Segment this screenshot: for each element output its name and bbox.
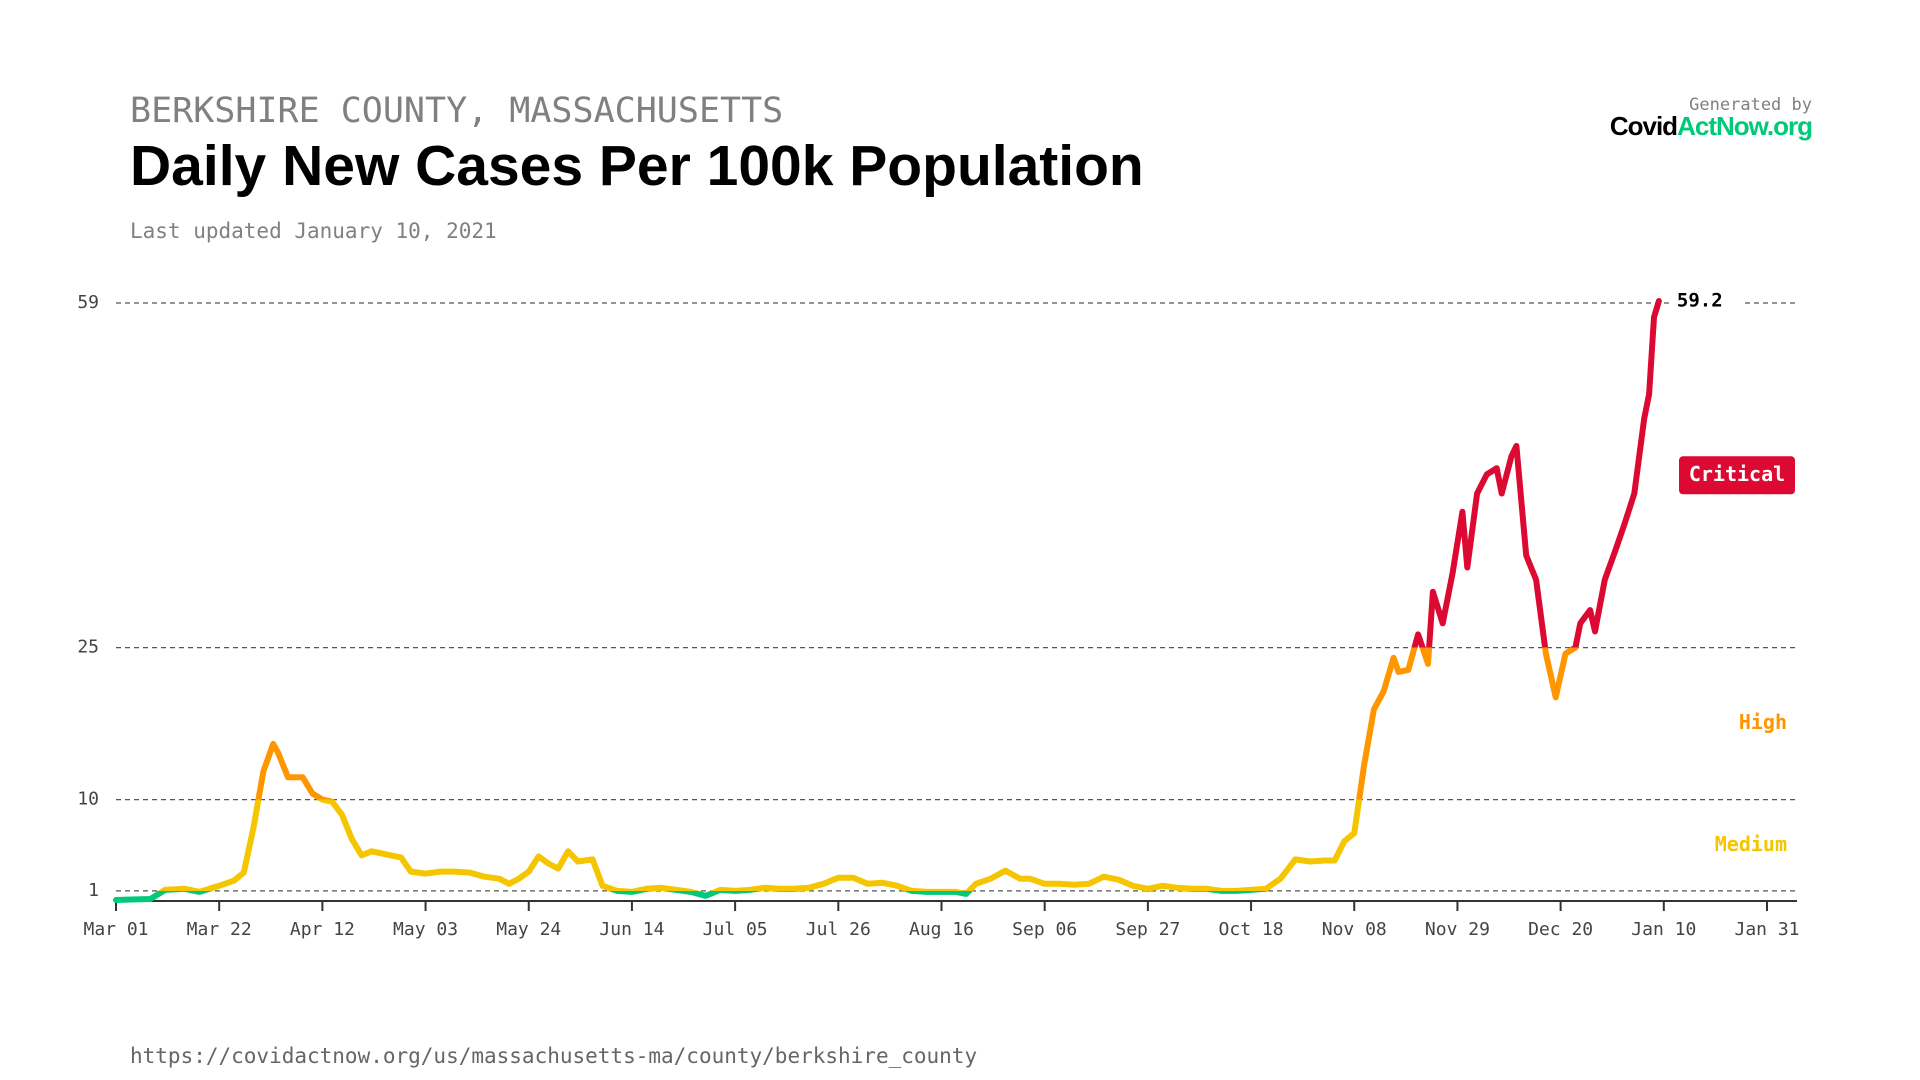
x-tick-label: Jan 10 <box>1631 919 1696 940</box>
x-tick-label: Sep 27 <box>1115 919 1180 940</box>
x-tick-label: Oct 18 <box>1219 919 1284 940</box>
level-label: High <box>1739 710 1787 734</box>
x-tick-label: Jul 05 <box>703 919 768 940</box>
data-line <box>113 298 1662 903</box>
x-tick-label: Sep 06 <box>1012 919 1077 940</box>
x-tick-label: Dec 20 <box>1528 919 1593 940</box>
x-tick-label: Mar 22 <box>187 919 252 940</box>
logo-green: ActNow.org <box>1677 111 1812 141</box>
level-label: Critical <box>1689 462 1785 486</box>
value-label: 59.2 <box>1677 289 1723 311</box>
chart-supertitle: BERKSHIRE COUNTY, MASSACHUSETTS <box>130 91 783 131</box>
source-url: https://covidactnow.org/us/massachusetts… <box>130 1044 977 1068</box>
y-tick-label: 10 <box>77 789 99 810</box>
x-tick-label: May 03 <box>393 919 458 940</box>
logo-dark: Covid <box>1610 111 1677 141</box>
x-tick-label: Apr 12 <box>290 919 355 940</box>
chart-title: Daily New Cases Per 100k Population <box>130 134 1144 198</box>
level-badge <box>1679 456 1795 495</box>
y-tick-label: 1 <box>88 880 99 901</box>
y-tick-label: 25 <box>77 637 99 658</box>
x-tick-label: May 24 <box>496 919 561 940</box>
chart-subtitle: Last updated January 10, 2021 <box>130 219 497 243</box>
x-tick-label: Aug 16 <box>909 919 974 940</box>
value-label-bg <box>1668 287 1743 314</box>
logo: CovidActNow.org <box>1610 111 1812 141</box>
x-tick-label: Jan 31 <box>1734 919 1799 940</box>
x-tick-label: Mar 01 <box>83 919 148 940</box>
level-label: Medium <box>1715 832 1787 856</box>
y-tick-label: 59 <box>77 292 99 313</box>
x-tick-label: Nov 08 <box>1322 919 1387 940</box>
generated-by: Generated by <box>1689 95 1812 115</box>
x-tick-label: Nov 29 <box>1425 919 1490 940</box>
x-tick-label: Jul 26 <box>806 919 871 940</box>
x-tick-label: Jun 14 <box>599 919 664 940</box>
